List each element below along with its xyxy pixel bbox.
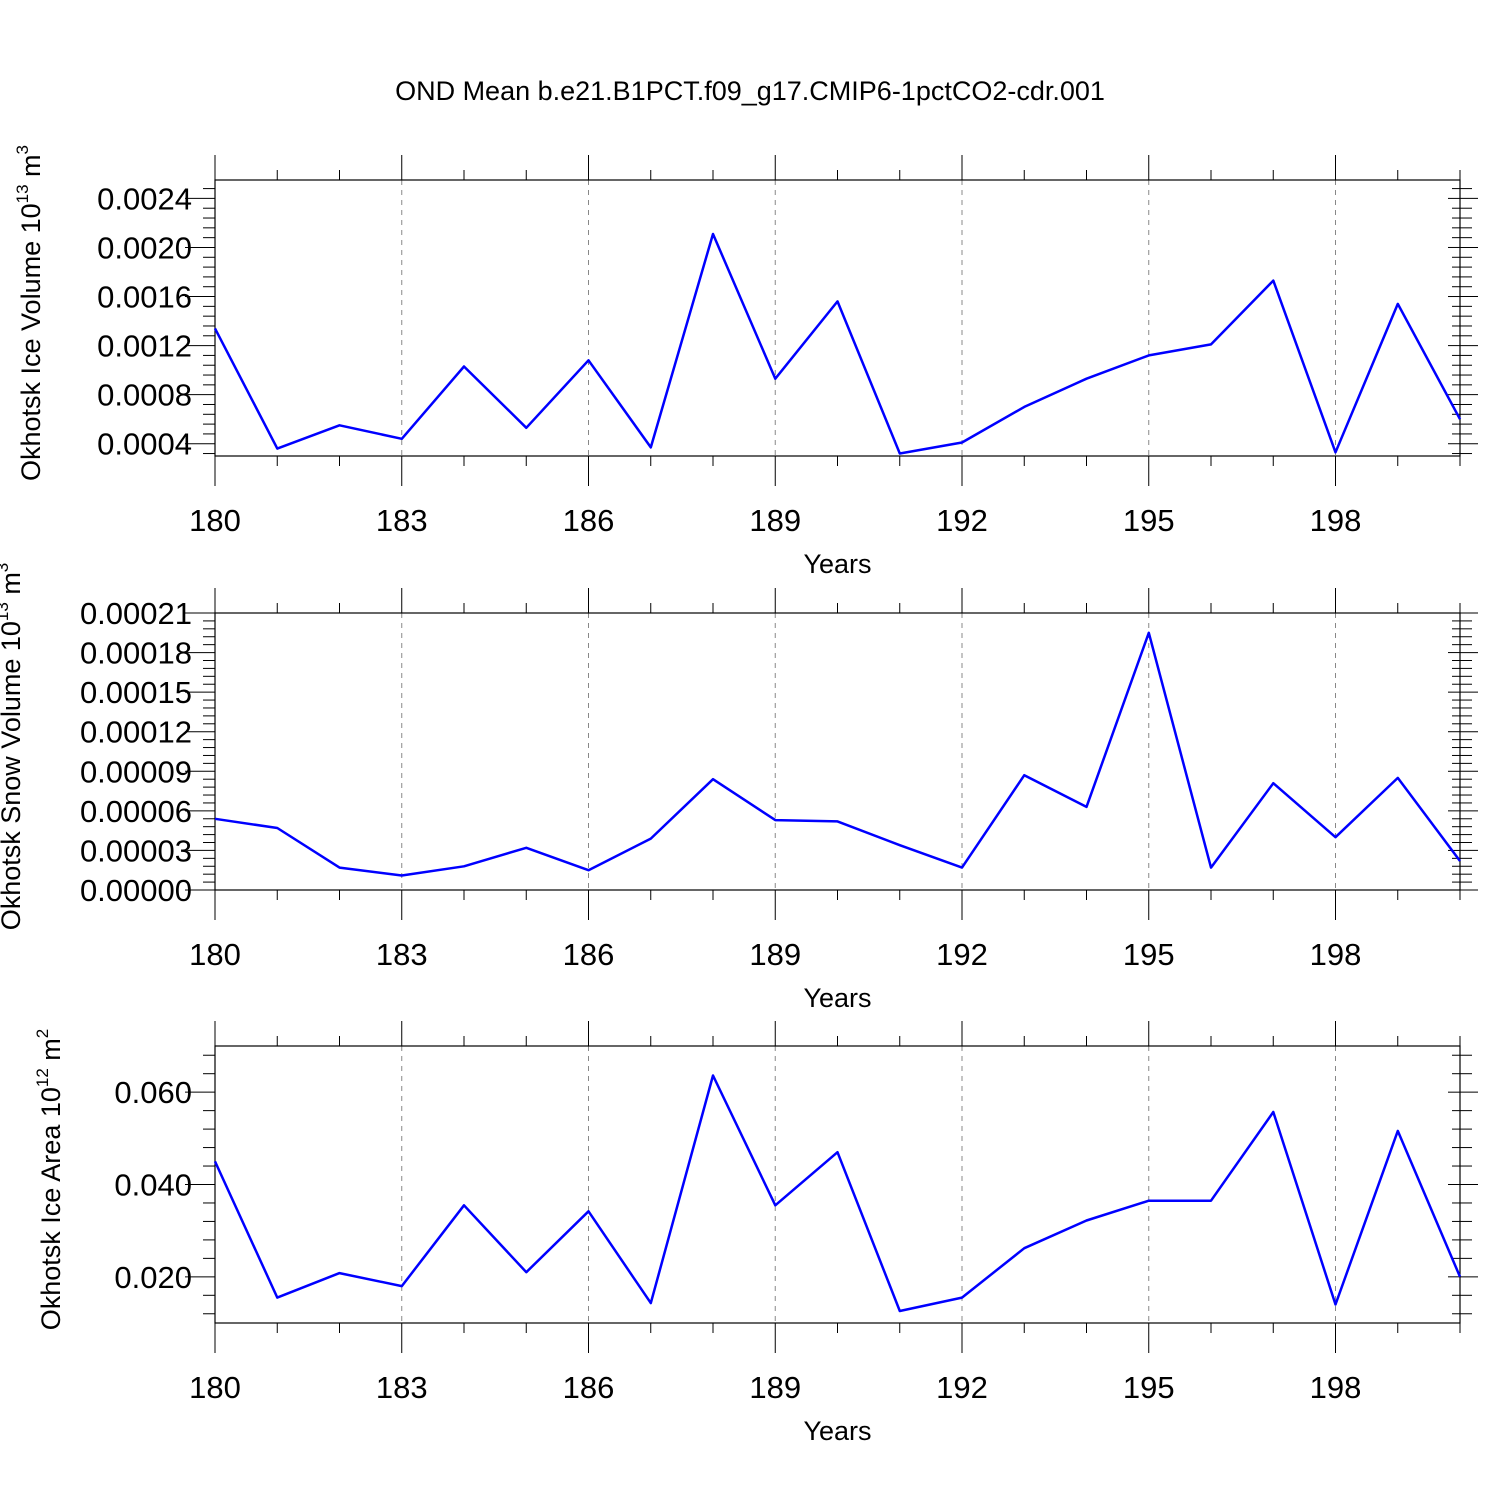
y-tick-label: 0.040 [114, 1168, 192, 1203]
x-tick-label: 189 [749, 937, 801, 972]
y-tick-label: 0.0016 [97, 280, 192, 315]
x-tick-label: 183 [376, 503, 428, 538]
y-tick-label: 0.00018 [80, 636, 192, 671]
y-axis-label-unit: m [16, 154, 46, 184]
x-tick-label: 198 [1310, 937, 1362, 972]
y-axis-label-exponent: 13 [0, 602, 12, 621]
chart-panel-3: 180 183 186 189 192 195 198 Years 0.020 0.040 0.06… [33, 1021, 1478, 1446]
y-tick-label: 0.00012 [80, 715, 192, 750]
y-tick-label: 0.00021 [80, 596, 192, 631]
x-tick-label: 180 [189, 503, 241, 538]
y-tick-label: 0.00015 [80, 675, 192, 710]
x-tick-label: 198 [1310, 503, 1362, 538]
y-tick-label: 0.00009 [80, 754, 192, 789]
y-axis-label-unit-exponent: 2 [33, 1029, 52, 1038]
x-tick-label: 192 [936, 503, 988, 538]
series-line-1 [213, 232, 1462, 455]
series-line-1 [214, 631, 1462, 877]
x-tick-label: 186 [563, 503, 615, 538]
y-axis-label-exponent: 13 [13, 184, 32, 203]
x-tick-label: 189 [749, 503, 801, 538]
y-tick-label: 0.0024 [97, 181, 192, 216]
x-tick-label: 186 [563, 937, 615, 972]
y-tick-label: 0.00003 [80, 833, 192, 868]
x-tick-label: 180 [189, 1370, 241, 1405]
y-tick-label: 0.060 [114, 1075, 192, 1110]
x-tick-label: 195 [1123, 503, 1175, 538]
x-axis-label: Years [803, 1416, 871, 1446]
y-axis-label-unit: m [36, 1038, 66, 1068]
x-tick-label: 192 [936, 1370, 988, 1405]
x-axis-label: Years [803, 549, 871, 579]
y-tick-label: 0.00000 [80, 873, 192, 908]
y-axis-label: Okhotsk Ice Volume 1013 m3 [13, 145, 46, 481]
x-tick-label: 195 [1123, 937, 1175, 972]
x-axis-label: Years [803, 983, 871, 1013]
y-axis-label-unit: m [0, 572, 26, 602]
y-axis-label-exponent: 12 [33, 1068, 52, 1087]
y-tick-label: 0.0008 [97, 378, 192, 413]
y-axis-label-main: Okhotsk Ice Volume 10 [16, 203, 46, 481]
x-tick-label: 189 [749, 1370, 801, 1405]
y-axis-label-unit-exponent: 3 [0, 563, 12, 572]
x-tick-label: 186 [563, 1370, 615, 1405]
y-tick-label: 0.0004 [97, 427, 192, 462]
figure-title: OND Mean b.e21.B1PCT.f09_g17.CMIP6-1pctC… [395, 76, 1105, 106]
y-axis-label: Okhotsk Snow Volume 1013 m3 [0, 563, 26, 931]
y-axis-label-main: Okhotsk Snow Volume 10 [0, 621, 26, 930]
x-tick-label: 198 [1310, 1370, 1362, 1405]
y-axis-label-main: Okhotsk Ice Area 10 [36, 1087, 66, 1330]
y-tick-label: 0.020 [114, 1260, 192, 1295]
x-tick-label: 192 [936, 937, 988, 972]
y-axis-label-unit-exponent: 3 [13, 145, 32, 154]
series-line-1 [213, 1074, 1462, 1313]
chart-panel-2: 180 183 186 189 192 195 198 Years 0.00000 0.00003… [0, 563, 1478, 1013]
y-tick-label: 0.0020 [97, 230, 192, 265]
y-tick-label: 0.0012 [97, 329, 192, 364]
chart-panel-1: 180 183 186 189 192 195 198 Years 0.0004 0.0008 0.… [13, 145, 1478, 579]
x-tick-label: 183 [376, 1370, 428, 1405]
x-tick-label: 180 [189, 937, 241, 972]
x-tick-label: 183 [376, 937, 428, 972]
y-tick-label: 0.00006 [80, 794, 192, 829]
x-tick-label: 195 [1123, 1370, 1175, 1405]
y-axis-label: Okhotsk Ice Area 1012 m2 [33, 1029, 66, 1331]
